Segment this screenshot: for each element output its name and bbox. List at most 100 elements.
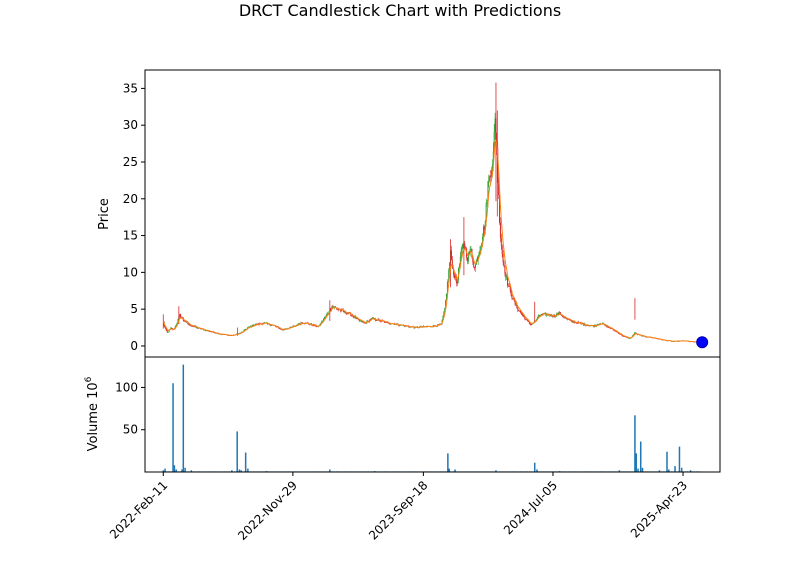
- candle-body: [605, 325, 607, 326]
- candle-body: [183, 320, 185, 322]
- candle-body: [247, 327, 249, 328]
- candle-body: [485, 203, 487, 222]
- candle-body: [666, 340, 668, 342]
- volume-bar: [181, 469, 183, 472]
- candle-body: [474, 267, 476, 269]
- candle-body: [491, 164, 493, 171]
- candle-body: [507, 276, 509, 286]
- candle-body: [541, 313, 543, 315]
- candle-body: [333, 306, 335, 308]
- candle-body: [494, 118, 496, 133]
- candle-body: [456, 282, 458, 284]
- candle-body: [565, 317, 567, 319]
- prediction-line: [162, 140, 701, 343]
- candle-body: [509, 286, 511, 290]
- candle-body: [454, 274, 456, 278]
- x-tick-label: 2023-Sep-18: [366, 478, 430, 542]
- candle-body: [506, 276, 508, 278]
- volume-bar: [635, 453, 638, 472]
- volume-bar: [634, 415, 636, 472]
- volume-bar: [536, 469, 538, 472]
- candle-body: [451, 259, 453, 268]
- candle-body: [526, 319, 528, 320]
- candle-body: [176, 322, 178, 326]
- candle-body: [511, 298, 513, 300]
- candle-body: [538, 315, 540, 317]
- candle-body: [519, 310, 521, 312]
- candle-body: [512, 298, 514, 300]
- candle-body: [241, 331, 243, 333]
- candle-body: [362, 321, 364, 323]
- candle-body: [562, 315, 564, 318]
- candle-body: [450, 250, 452, 260]
- candle-body: [575, 322, 577, 324]
- candle-body: [308, 324, 310, 325]
- candle-body: [316, 326, 318, 328]
- volume-bar: [678, 446, 681, 472]
- volume-bar: [637, 468, 639, 472]
- volume-bar: [618, 470, 621, 472]
- candle-body: [453, 268, 455, 275]
- x-axis: 2022-Feb-11 2022-Nov-29 2023-Sep-18 2024-Ju…: [107, 472, 690, 543]
- candle-body: [248, 326, 250, 328]
- candle-body: [560, 312, 562, 315]
- candle-body: [204, 329, 206, 331]
- candle-body: [447, 280, 449, 283]
- candle-body: [442, 316, 444, 321]
- candle-body: [438, 324, 440, 325]
- candle-body: [209, 331, 211, 333]
- volume-axis-label-exponent: 6: [84, 376, 94, 382]
- candle-body: [460, 249, 462, 257]
- volume-bar: [172, 383, 174, 472]
- candle-body: [619, 333, 621, 335]
- candle-body: [165, 328, 167, 331]
- candle-body: [472, 256, 474, 263]
- candle-body: [614, 330, 616, 332]
- candle-body: [461, 247, 463, 250]
- candle-body: [634, 332, 636, 334]
- price-tick-label: 25: [123, 155, 138, 169]
- candle-body: [399, 325, 401, 326]
- candle-body: [380, 321, 382, 322]
- candle-body: [470, 248, 472, 250]
- candle-body: [612, 328, 614, 331]
- candle-body: [390, 323, 392, 325]
- candle-body: [457, 279, 459, 284]
- candle-body: [345, 313, 347, 315]
- x-tick-label: 2024-Jul-05: [501, 478, 560, 537]
- candle-body: [522, 314, 524, 316]
- volume-bar: [533, 462, 536, 472]
- candle-body: [572, 320, 574, 323]
- candle-body: [499, 222, 501, 238]
- candle-body: [616, 331, 618, 332]
- candle-body: [524, 317, 526, 320]
- candle-body: [618, 333, 620, 335]
- candle-body: [489, 175, 491, 177]
- candle-body: [184, 321, 186, 322]
- volume-axis-label: Volume 106: [84, 376, 101, 451]
- candle-body: [458, 264, 460, 268]
- candle-body: [482, 236, 484, 244]
- candle-body: [499, 195, 501, 223]
- candle-body: [466, 257, 468, 262]
- volume-bar: [173, 465, 176, 472]
- candle-body: [164, 326, 166, 328]
- candle-body: [531, 323, 533, 325]
- candle-body: [606, 325, 608, 328]
- candle-body: [187, 322, 189, 324]
- candle-body: [289, 326, 291, 328]
- candle-body: [398, 325, 400, 326]
- volume-bar: [454, 469, 456, 472]
- candle-body: [646, 336, 648, 338]
- candle-body: [535, 319, 537, 321]
- candle-body: [365, 323, 367, 324]
- candle-body: [446, 282, 448, 295]
- volume-bar: [639, 441, 642, 472]
- candle-body: [168, 329, 170, 333]
- candle-body: [322, 320, 324, 322]
- candle-body: [473, 262, 475, 268]
- candle-body: [190, 325, 192, 327]
- candle-body: [166, 330, 168, 333]
- candle-body: [645, 336, 647, 338]
